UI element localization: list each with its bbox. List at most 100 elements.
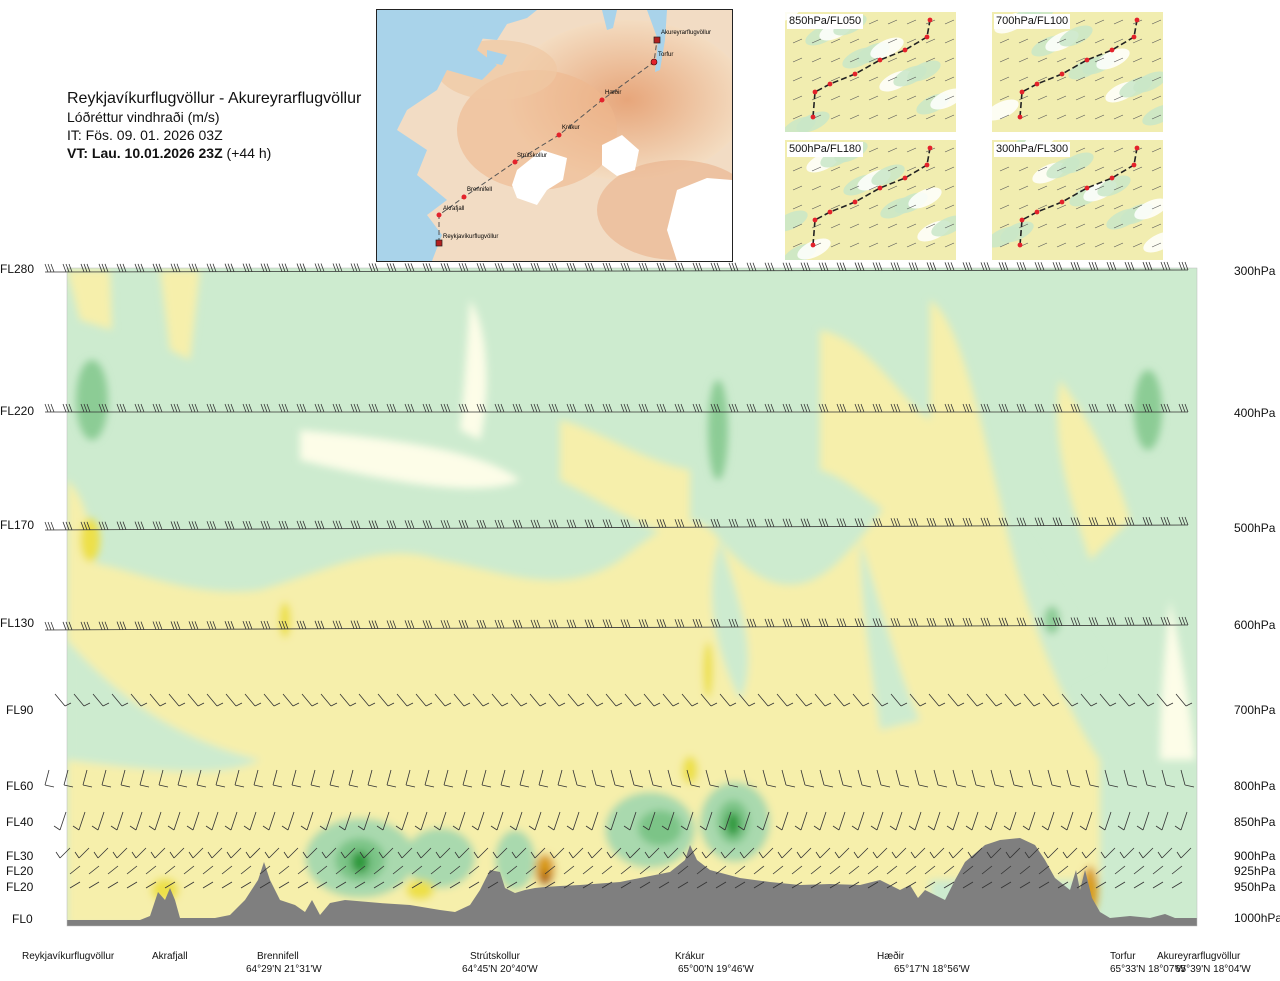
mini-map-barb: [1037, 223, 1048, 229]
wind-barb-fl30: [834, 847, 850, 859]
mini-map-field-patch: [1096, 48, 1130, 70]
wind-barb-fl60: [348, 769, 359, 788]
mini-map-barb: [1151, 95, 1162, 101]
mini-map-barb: [999, 185, 1010, 191]
location-coord: 65°39'N 18°04'W: [1175, 964, 1251, 975]
mini-map-barb: [999, 76, 1010, 82]
mini-map-barb: [1018, 204, 1029, 210]
wind-barb-fl60: [481, 769, 492, 788]
wind-barb-fl40: [471, 811, 485, 831]
mini-map-barb: [811, 57, 822, 63]
waypoint-brennifell-marker: [461, 194, 467, 200]
wind-barb-fl20-950: [88, 881, 100, 889]
wind-barb-fl20: [506, 865, 518, 875]
mini-map-barb: [792, 223, 803, 229]
wind-barb-fl20-950: [601, 881, 613, 889]
waypoint-label: Hæðir: [605, 89, 621, 96]
mini-map-waypoint: [924, 34, 930, 40]
wind-barb-fl30: [587, 847, 603, 859]
wind-barb-fl30: [739, 847, 755, 859]
waypoint-label: Brennifell: [467, 187, 492, 193]
updraft-core: [406, 880, 434, 900]
wind-barb-fl20-950: [1114, 881, 1126, 889]
mini-map-barb: [1018, 185, 1029, 191]
wind-barb-fl90: [529, 693, 547, 707]
mini-map-barb: [1037, 114, 1048, 120]
mini-map-field-patch: [992, 99, 1019, 121]
wind-barb-fl30: [815, 847, 831, 859]
mini-map-waypoint: [1059, 199, 1065, 205]
wind-barb-fl60: [876, 769, 891, 788]
mini-map-barb: [1018, 95, 1029, 101]
mini-map-barb: [1113, 76, 1124, 82]
mini-map-barb: [1094, 147, 1105, 153]
mini-map-barb: [1056, 204, 1067, 210]
mini-map-barb: [1132, 185, 1143, 191]
fl-label: FL20: [6, 864, 34, 878]
wind-barb-fl60: [557, 769, 568, 788]
hpa-label: 500hPa: [1234, 521, 1276, 535]
wind-barb-fl90: [662, 693, 680, 707]
wind-barb-fl20: [582, 865, 594, 875]
waypoint-label: Akrafjall: [443, 206, 464, 212]
mini-map-barb: [1113, 19, 1124, 25]
wind-barb-fl40: [224, 811, 238, 831]
waypoint-strutskollur-marker: [512, 159, 518, 165]
wind-barb-fl60: [629, 769, 644, 788]
location-name: Brennifell: [257, 951, 299, 962]
downdraft-peak: [726, 812, 740, 836]
wind-barb-fl60: [591, 769, 606, 788]
wind-barb-fl40: [262, 811, 276, 831]
wind-barb-fl90: [472, 693, 490, 707]
mini-map-barb: [1075, 204, 1086, 210]
wind-barb-fl20-950: [1133, 881, 1145, 889]
mini-map-waypoint: [1134, 145, 1140, 151]
wind-barb-fl20-950: [658, 881, 670, 889]
wind-barb-fl20: [677, 865, 689, 875]
mini-map-barb: [1113, 242, 1124, 248]
mini-map-barb: [925, 204, 936, 210]
wind-barb-fl90: [643, 693, 661, 707]
wind-barb-fl20: [924, 865, 936, 875]
fl-label: FL20: [6, 880, 34, 894]
mini-map-barb: [906, 147, 917, 153]
wind-barb-fl90: [738, 693, 756, 707]
level-map-label: 850hPa/FL050: [787, 14, 864, 29]
mini-map-barb: [868, 57, 879, 63]
wind-barb-fl40: [585, 811, 599, 831]
wind-barb-fl20: [430, 865, 442, 875]
wind-barb-fl40: [395, 811, 409, 831]
wind-barb-fl90: [130, 693, 148, 707]
terrain-profile: [67, 838, 1197, 926]
wind-barb-fl20: [373, 865, 385, 875]
wind-barb-fl90: [282, 693, 300, 707]
mini-map-field-patch: [1133, 71, 1163, 93]
mini-map-waypoint: [924, 162, 930, 168]
wind-barb-fl40: [1136, 811, 1150, 831]
mini-map-barb: [999, 114, 1010, 120]
wind-barb-fl40: [528, 811, 542, 831]
wind-barb-fl20-950: [924, 881, 936, 889]
wind-barb-fl20-950: [145, 881, 157, 889]
wind-barb-fl30: [549, 847, 565, 859]
wind-barb-fl40: [243, 811, 257, 831]
mini-map-barb: [1113, 57, 1124, 63]
wind-barb-fl90: [947, 693, 965, 707]
mini-map-barb: [925, 38, 936, 44]
wind-barb-fl40: [205, 811, 219, 831]
wind-barb-fl20-950: [810, 881, 822, 889]
mini-map-barb: [1151, 114, 1162, 120]
wind-barb-fl20: [1019, 865, 1031, 875]
mini-map-barb: [887, 19, 898, 25]
wind-barb-fl30: [1138, 847, 1154, 859]
wind-barb-fl30: [796, 847, 812, 859]
wind-barb-fl30: [606, 847, 622, 859]
wind-barbs-fl280: [44, 261, 1189, 273]
mini-map-route: [1019, 19, 1138, 118]
mini-map-barb: [1075, 166, 1086, 172]
hpa-label: 400hPa: [1234, 406, 1276, 420]
mini-map-barb: [887, 76, 898, 82]
hpa-label: 850hPa: [1234, 815, 1276, 829]
mini-map-barb: [1132, 166, 1143, 172]
mini-map-barb: [811, 38, 822, 44]
